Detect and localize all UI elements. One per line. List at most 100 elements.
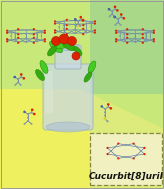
Circle shape (74, 23, 76, 25)
Circle shape (145, 36, 146, 38)
Circle shape (54, 20, 56, 22)
Circle shape (33, 113, 36, 115)
Circle shape (115, 146, 116, 148)
Ellipse shape (63, 43, 77, 51)
Circle shape (120, 24, 122, 26)
Circle shape (44, 32, 46, 34)
Circle shape (44, 40, 46, 42)
Circle shape (63, 23, 64, 25)
Circle shape (10, 35, 11, 37)
Circle shape (14, 76, 16, 78)
Circle shape (31, 108, 33, 111)
Circle shape (134, 33, 136, 34)
Circle shape (115, 40, 117, 42)
Circle shape (31, 123, 32, 125)
Circle shape (143, 147, 146, 149)
Ellipse shape (57, 43, 79, 50)
Circle shape (41, 31, 42, 33)
Circle shape (115, 154, 116, 156)
Circle shape (17, 42, 19, 44)
Circle shape (74, 29, 76, 31)
Circle shape (77, 25, 79, 27)
Circle shape (31, 112, 32, 114)
Circle shape (82, 28, 84, 30)
Circle shape (6, 40, 8, 42)
Circle shape (44, 38, 46, 40)
Circle shape (145, 32, 147, 34)
Circle shape (91, 26, 92, 28)
Circle shape (63, 28, 64, 29)
Circle shape (94, 20, 96, 22)
Circle shape (114, 24, 116, 26)
Circle shape (74, 33, 76, 34)
Circle shape (27, 120, 29, 122)
Circle shape (123, 32, 125, 34)
Text: Cucurbit[8]uril: Cucurbit[8]uril (89, 171, 163, 180)
Circle shape (86, 23, 87, 25)
Circle shape (33, 37, 35, 39)
Circle shape (90, 31, 92, 32)
Circle shape (33, 42, 35, 44)
Circle shape (58, 26, 60, 28)
Circle shape (82, 19, 84, 22)
Circle shape (120, 13, 123, 16)
Circle shape (145, 41, 147, 42)
Circle shape (17, 37, 19, 39)
Circle shape (143, 153, 146, 155)
Circle shape (25, 37, 27, 38)
Circle shape (123, 41, 125, 42)
Circle shape (41, 39, 42, 41)
Circle shape (63, 32, 64, 34)
Circle shape (119, 39, 121, 41)
Circle shape (125, 156, 127, 158)
Circle shape (82, 33, 84, 35)
Circle shape (94, 29, 96, 32)
Circle shape (68, 36, 76, 46)
Ellipse shape (36, 69, 44, 81)
Circle shape (80, 18, 82, 20)
Circle shape (82, 24, 84, 26)
Circle shape (41, 35, 42, 37)
Circle shape (36, 34, 38, 36)
Circle shape (134, 34, 136, 35)
Circle shape (75, 25, 77, 27)
Circle shape (66, 19, 68, 21)
Circle shape (66, 24, 68, 26)
Circle shape (116, 9, 119, 12)
Circle shape (134, 38, 136, 39)
Circle shape (107, 120, 109, 122)
Circle shape (33, 33, 35, 35)
Circle shape (74, 18, 76, 21)
Circle shape (126, 37, 128, 39)
Circle shape (36, 36, 38, 38)
Circle shape (86, 25, 87, 26)
Ellipse shape (88, 61, 96, 73)
Circle shape (104, 108, 106, 110)
Circle shape (100, 105, 103, 108)
Ellipse shape (74, 46, 82, 56)
Circle shape (123, 30, 125, 31)
Circle shape (126, 28, 128, 30)
Circle shape (125, 144, 127, 146)
Circle shape (145, 30, 147, 31)
Circle shape (120, 16, 122, 18)
Circle shape (94, 22, 96, 25)
Ellipse shape (46, 122, 90, 132)
Circle shape (36, 30, 38, 31)
Circle shape (123, 17, 125, 20)
Circle shape (153, 32, 155, 34)
Circle shape (142, 37, 144, 39)
Circle shape (86, 20, 87, 22)
Circle shape (136, 146, 137, 148)
Circle shape (14, 34, 16, 36)
Circle shape (17, 81, 19, 83)
Circle shape (58, 22, 60, 23)
Circle shape (66, 28, 68, 30)
Circle shape (17, 28, 19, 30)
Ellipse shape (48, 46, 56, 56)
Circle shape (117, 21, 119, 23)
Circle shape (90, 22, 92, 23)
Circle shape (14, 76, 16, 78)
Circle shape (25, 33, 27, 34)
FancyBboxPatch shape (43, 64, 93, 130)
